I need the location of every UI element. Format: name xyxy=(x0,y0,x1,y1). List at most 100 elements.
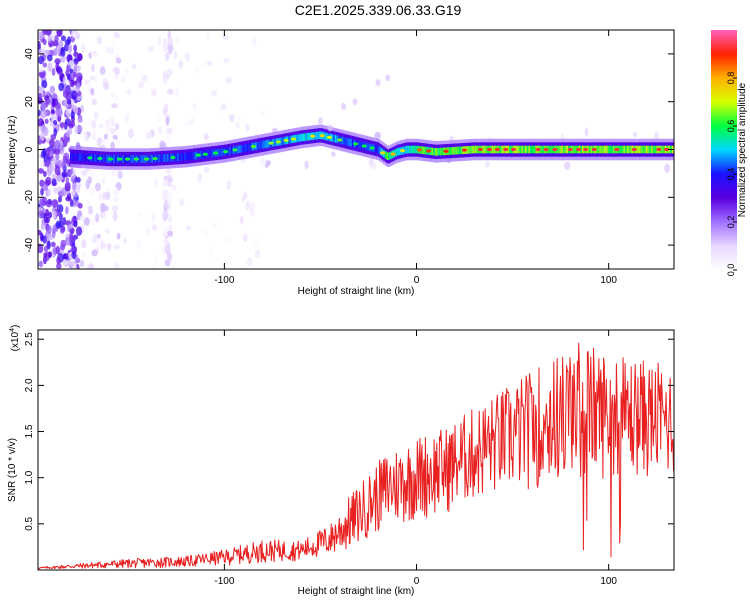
ridge-core xyxy=(521,145,524,154)
ridge-peak xyxy=(535,147,541,152)
ridge-peak xyxy=(87,156,93,160)
noise-dot xyxy=(203,133,209,141)
noise-dot xyxy=(148,45,155,53)
x-tick-label: 100 xyxy=(600,576,617,587)
colorbar-tick-label: 0.2 xyxy=(726,216,736,229)
ridge-peak xyxy=(202,152,208,156)
ridge-core xyxy=(640,145,643,154)
noise-dot xyxy=(64,181,71,192)
noise-dot xyxy=(40,131,45,142)
ridge-core xyxy=(324,132,327,141)
ridge-core xyxy=(94,154,97,162)
ridge-peak xyxy=(319,134,325,138)
ridge-core xyxy=(149,155,152,163)
noise-dot xyxy=(38,168,44,174)
ridge-core xyxy=(303,133,306,142)
noise-dot xyxy=(108,115,115,126)
ridge-core xyxy=(398,147,401,156)
noise-dot xyxy=(45,176,52,186)
noise-dot xyxy=(243,234,248,242)
noise-dot xyxy=(69,79,75,88)
x-tick-label: 0 xyxy=(414,275,420,286)
spectrogram-noise-layer xyxy=(38,30,674,269)
ridge-core xyxy=(76,153,80,161)
y-tick-label: 2.0 xyxy=(24,378,35,392)
noise-dot xyxy=(167,37,174,45)
noise-dot xyxy=(47,188,52,197)
ridge-core xyxy=(642,145,645,154)
noise-dot xyxy=(56,46,62,54)
noise-dot xyxy=(53,120,58,126)
noise-dot xyxy=(61,161,66,171)
noise-dot xyxy=(108,46,115,55)
ridge-core xyxy=(260,141,263,149)
noise-dot xyxy=(88,205,93,215)
ridge-core xyxy=(258,141,261,150)
ridge-core xyxy=(218,148,221,157)
ridge-core xyxy=(165,154,168,162)
ridge-peak xyxy=(117,157,123,161)
noise-dot xyxy=(190,117,195,125)
noise-dot xyxy=(166,134,171,142)
ridge-core xyxy=(395,148,398,157)
noise-dot xyxy=(76,125,83,134)
ridge-core xyxy=(246,143,249,152)
ridge-core xyxy=(523,145,526,154)
noise-dot xyxy=(664,163,670,174)
noise-dot xyxy=(88,263,95,269)
noise-dot xyxy=(94,52,99,59)
ridge-core xyxy=(334,135,337,143)
noise-dot xyxy=(76,65,81,72)
noise-dot xyxy=(91,130,97,140)
noise-dot xyxy=(56,256,61,265)
ridge-core xyxy=(241,144,244,153)
noise-dot xyxy=(57,186,63,192)
noise-dot xyxy=(65,91,72,101)
ridge-core xyxy=(436,147,439,156)
noise-dot xyxy=(153,178,159,186)
noise-dot xyxy=(167,45,174,52)
noise-dot xyxy=(65,237,71,246)
ridge-core xyxy=(379,147,382,155)
ridge-peak xyxy=(268,141,274,145)
ridge-core xyxy=(407,145,410,154)
ridge-core xyxy=(113,155,116,163)
noise-dot xyxy=(112,211,118,222)
colorbar-gradient xyxy=(711,30,737,270)
ridge-core xyxy=(187,152,190,161)
noise-dot xyxy=(71,250,77,260)
noise-dot xyxy=(116,232,121,240)
ridge-core xyxy=(604,145,607,154)
noise-dot xyxy=(304,160,309,170)
ridge-core xyxy=(602,145,605,154)
ridge-core xyxy=(194,151,197,160)
noise-dot xyxy=(91,120,97,129)
x-tick-label: 100 xyxy=(600,275,617,286)
noise-dot xyxy=(173,50,178,60)
ridge-core xyxy=(140,155,144,163)
noise-dot xyxy=(76,77,81,85)
ridge-core xyxy=(530,145,533,154)
ridge-core xyxy=(421,146,424,154)
noise-dot xyxy=(38,55,44,65)
noise-dot xyxy=(120,75,126,83)
noise-dot xyxy=(241,195,246,203)
noise-dot xyxy=(225,76,232,84)
ridge-core xyxy=(623,145,626,154)
noise-dot xyxy=(164,70,172,78)
noise-dot xyxy=(51,67,56,76)
ridge-peak xyxy=(212,151,219,155)
noise-dot xyxy=(245,123,250,132)
ridge-core xyxy=(168,153,171,162)
ridge-core xyxy=(151,154,154,163)
noise-dot xyxy=(70,176,75,183)
noise-dot xyxy=(40,149,46,158)
ridge-core xyxy=(123,155,126,163)
ridge-peak xyxy=(232,148,238,152)
ridge-core xyxy=(661,145,664,154)
noise-dot xyxy=(83,79,91,85)
noise-dot xyxy=(38,209,44,219)
noise-dot xyxy=(54,58,61,65)
ridge-peak xyxy=(326,135,332,139)
ridge-core xyxy=(115,155,118,163)
